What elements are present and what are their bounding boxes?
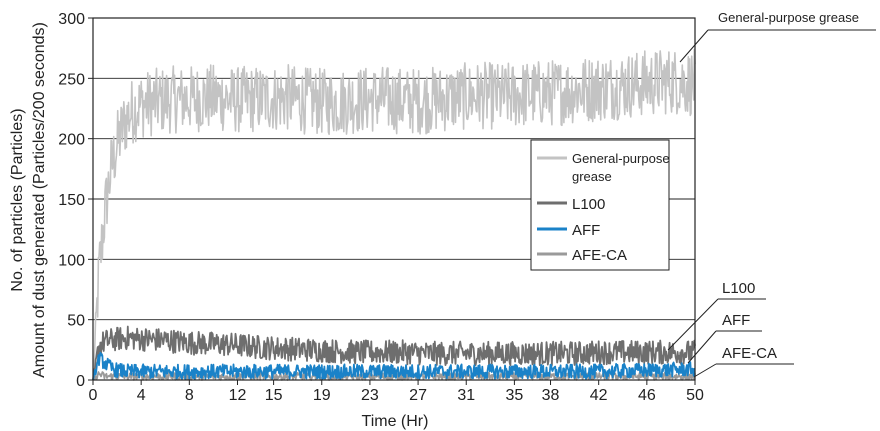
x-tick-label: 15 <box>265 387 283 404</box>
legend-label-general-purpose-grease-line1: General-purpose <box>572 151 670 166</box>
callout-leader-general-purpose-grease <box>679 29 709 63</box>
x-tick-label: 31 <box>457 387 475 404</box>
y-axis-label-line1: No. of particles (Particles) <box>9 108 26 291</box>
callout-afe-ca: AFE-CA <box>722 345 777 362</box>
legend-label-aff: AFF <box>572 222 600 239</box>
series-lines <box>92 48 696 381</box>
x-tick-label: 8 <box>185 387 194 404</box>
y-axis-ticks: 0 50 100 150 200 250 300 <box>58 11 93 390</box>
legend-label-general-purpose-grease-line2: grease <box>572 169 612 184</box>
x-tick-label: 23 <box>361 387 379 404</box>
y-tick-label: 150 <box>58 192 85 209</box>
legend-label-l100: L100 <box>572 196 605 213</box>
x-axis-label: Time (Hr) <box>362 413 429 430</box>
x-tick-label: 35 <box>506 387 524 404</box>
x-tick-label: 12 <box>229 387 247 404</box>
callout-general-purpose-grease: General-purpose grease <box>718 10 859 25</box>
legend-box <box>530 139 670 271</box>
callout-aff: AFF <box>722 312 750 329</box>
y-tick-label: 300 <box>58 11 85 28</box>
series-line-general-purpose-grease <box>92 48 696 381</box>
x-tick-label: 50 <box>686 387 704 404</box>
x-tick-label: 42 <box>590 387 608 404</box>
series-line-l100 <box>92 325 696 381</box>
y-tick-label: 0 <box>76 373 85 390</box>
x-tick-label: 0 <box>89 387 98 404</box>
x-axis-ticks: 0 4 8 12 15 19 23 27 31 35 38 42 46 50 <box>89 380 704 404</box>
y-axis-label-line2: Amount of dust generated (Particles/200 … <box>31 22 48 378</box>
callout-leader-aff <box>687 330 717 364</box>
legend: General-purpose grease L100 AFF AFE-CA <box>530 139 670 271</box>
y-tick-label: 250 <box>58 71 85 88</box>
x-tick-label: 4 <box>137 387 146 404</box>
callouts: General-purpose grease L100 AFF AFE-CA <box>667 10 876 378</box>
series-line-aff <box>92 351 696 381</box>
y-tick-label: 50 <box>67 313 85 330</box>
x-tick-label: 27 <box>409 387 427 404</box>
x-tick-label: 46 <box>638 387 656 404</box>
callout-leader-afe-ca <box>693 363 717 378</box>
y-tick-label: 200 <box>58 132 85 149</box>
callout-l100: L100 <box>722 280 755 297</box>
x-tick-label: 38 <box>542 387 560 404</box>
callout-leader-l100 <box>667 298 719 351</box>
x-tick-label: 19 <box>313 387 331 404</box>
legend-label-afe-ca: AFE-CA <box>572 247 627 264</box>
y-tick-label: 100 <box>58 252 85 269</box>
